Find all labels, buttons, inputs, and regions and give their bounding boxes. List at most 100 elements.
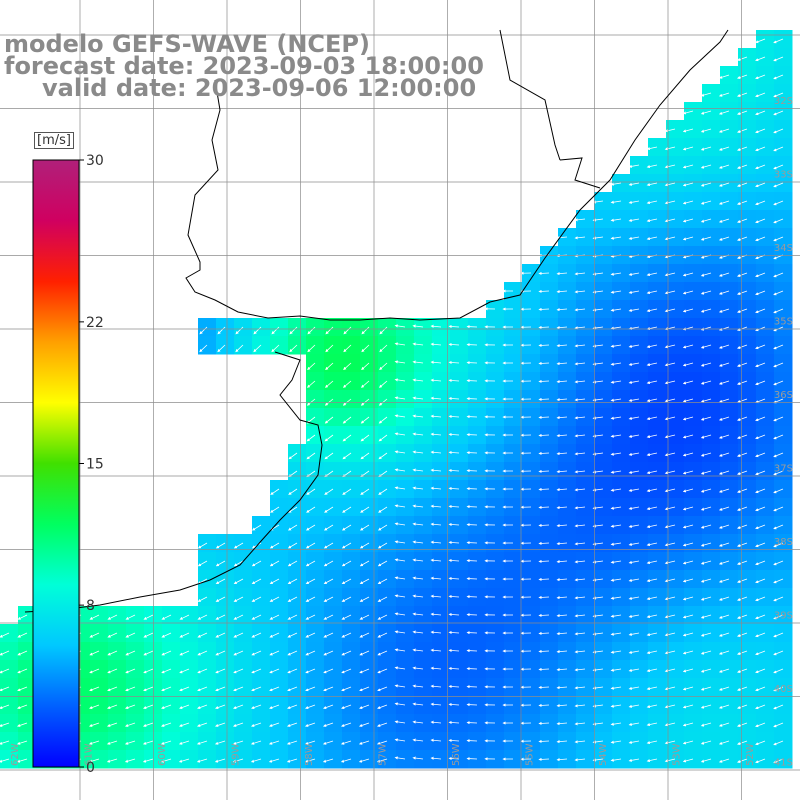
wind-arrow bbox=[215, 578, 226, 585]
speed-cell bbox=[594, 444, 613, 463]
wind-arrow bbox=[646, 290, 658, 295]
wind-arrow bbox=[718, 488, 730, 493]
speed-cell bbox=[522, 624, 541, 643]
wind-arrow bbox=[646, 524, 658, 529]
speed-cell bbox=[612, 318, 631, 337]
wind-arrow bbox=[646, 326, 658, 331]
speed-cell bbox=[774, 588, 793, 607]
wind-arrow bbox=[646, 308, 658, 313]
wind-arrow bbox=[773, 110, 784, 116]
wind-arrow bbox=[323, 686, 334, 692]
speed-cell bbox=[738, 750, 757, 769]
wind-arrow bbox=[718, 236, 730, 241]
wind-arrow bbox=[628, 668, 640, 672]
wind-arrow bbox=[773, 200, 784, 206]
speed-cell bbox=[414, 696, 433, 715]
speed-cell bbox=[198, 714, 217, 733]
wind-arrow bbox=[682, 200, 694, 205]
speed-cell bbox=[324, 318, 343, 337]
wind-arrow bbox=[538, 433, 550, 438]
speed-cell bbox=[702, 120, 721, 139]
speed-cell bbox=[702, 156, 721, 175]
speed-cell bbox=[558, 732, 577, 751]
wind-arrow bbox=[394, 558, 406, 562]
wind-arrow bbox=[592, 344, 604, 348]
speed-cell bbox=[756, 120, 775, 139]
wind-arrow bbox=[287, 668, 298, 674]
speed-cell bbox=[252, 642, 271, 661]
wind-arrow bbox=[700, 758, 712, 763]
wind-arrow bbox=[718, 632, 730, 637]
wind-arrow bbox=[361, 326, 370, 335]
wind-arrow bbox=[124, 758, 136, 763]
speed-cell bbox=[288, 750, 307, 769]
speed-cell bbox=[396, 606, 415, 625]
wind-arrow bbox=[430, 612, 442, 616]
wind-arrow bbox=[412, 486, 424, 490]
wind-arrow bbox=[574, 218, 586, 222]
wind-arrow bbox=[610, 722, 622, 726]
wind-arrow bbox=[412, 666, 424, 670]
speed-cell bbox=[90, 696, 109, 715]
speed-cell bbox=[702, 660, 721, 679]
speed-cell bbox=[468, 714, 487, 733]
speed-cell bbox=[612, 444, 631, 463]
speed-cell bbox=[684, 300, 703, 319]
wind-arrow bbox=[773, 290, 784, 296]
wind-arrow bbox=[448, 486, 460, 491]
wind-arrow bbox=[556, 524, 568, 528]
speed-cell bbox=[720, 264, 739, 283]
speed-cell bbox=[756, 156, 775, 175]
speed-cell bbox=[450, 408, 469, 427]
wind-arrow bbox=[538, 721, 550, 726]
wind-arrow bbox=[286, 740, 298, 745]
wind-arrow bbox=[592, 704, 604, 708]
speed-cell bbox=[576, 624, 595, 643]
speed-cell bbox=[720, 750, 739, 769]
speed-cell bbox=[702, 462, 721, 481]
speed-cell bbox=[180, 696, 199, 715]
speed-cell bbox=[774, 732, 793, 751]
wind-arrow bbox=[233, 632, 244, 638]
speed-cell bbox=[288, 624, 307, 643]
speed-cell bbox=[702, 354, 721, 373]
speed-cell bbox=[720, 552, 739, 571]
wind-arrow bbox=[700, 362, 712, 367]
speed-cell bbox=[702, 390, 721, 409]
wind-arrow bbox=[682, 632, 694, 637]
speed-cell bbox=[648, 750, 667, 769]
wind-arrow bbox=[737, 308, 748, 313]
wind-arrow bbox=[700, 434, 712, 439]
wind-arrow bbox=[556, 488, 568, 492]
speed-cell bbox=[666, 498, 685, 517]
speed-cell bbox=[198, 588, 217, 607]
speed-cell bbox=[576, 732, 595, 751]
speed-cell bbox=[648, 732, 667, 751]
speed-cell bbox=[468, 624, 487, 643]
wind-arrow bbox=[592, 362, 604, 366]
speed-cell bbox=[378, 732, 397, 751]
speed-cell bbox=[756, 750, 775, 769]
speed-cell bbox=[630, 462, 649, 481]
wind-arrow bbox=[342, 434, 352, 442]
wind-arrow bbox=[628, 596, 640, 600]
wind-arrow bbox=[142, 722, 154, 727]
speed-cell bbox=[666, 642, 685, 661]
wind-arrow bbox=[160, 758, 172, 763]
speed-cell bbox=[486, 318, 505, 337]
latitude-label: 37S bbox=[774, 464, 793, 475]
wind-arrow bbox=[682, 308, 694, 313]
wind-arrow bbox=[737, 164, 748, 169]
speed-cell bbox=[684, 498, 703, 517]
wind-arrow bbox=[737, 596, 748, 601]
wind-arrow bbox=[361, 362, 370, 371]
wind-arrow bbox=[646, 398, 658, 403]
speed-cell bbox=[468, 678, 487, 697]
wind-arrow bbox=[430, 720, 442, 724]
speed-cell bbox=[774, 120, 793, 139]
wind-arrow bbox=[430, 756, 442, 760]
wind-arrow bbox=[628, 506, 640, 510]
wind-arrow bbox=[682, 740, 694, 745]
wind-arrow bbox=[233, 686, 244, 692]
speed-cell bbox=[324, 642, 343, 661]
